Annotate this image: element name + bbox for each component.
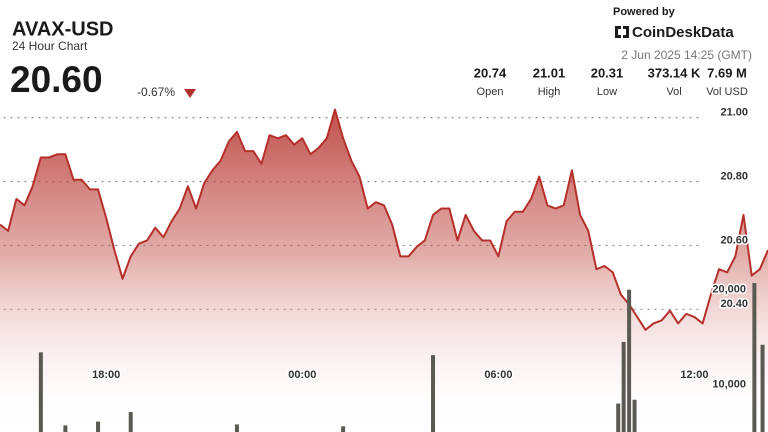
x-tick-label: 00:00 xyxy=(288,369,316,381)
stat-label: Open xyxy=(477,86,504,98)
stat-label: Low xyxy=(597,86,617,98)
stat-value: 7.69 M xyxy=(707,65,747,80)
stat-label: Vol xyxy=(666,86,681,98)
label-layer: 20.40 20.60 20.80 21.00 18:00 00:00 06:00 12:00… xyxy=(91,105,750,392)
x-tick-label: 12:00 xyxy=(680,369,708,381)
volume-bar xyxy=(38,352,43,432)
current-price: 20.60 xyxy=(10,59,103,100)
x-tick-label: 06:00 xyxy=(484,369,512,381)
stat-value: 20.74 xyxy=(474,65,507,80)
volume-bar xyxy=(63,425,68,432)
area-layer xyxy=(0,108,768,432)
volume-bar xyxy=(752,283,757,432)
plot-area: 20.40 20.60 20.80 21.00 18:00 00:00 06:00 12:00… xyxy=(0,105,768,432)
volume-bar xyxy=(632,399,637,432)
price-area xyxy=(0,109,768,432)
down-arrow xyxy=(184,89,196,98)
y-tick-label: 20.40 xyxy=(720,298,748,310)
volume-bar xyxy=(96,421,101,432)
brand-logo xyxy=(615,26,629,38)
stat-value: 373.14 K xyxy=(648,65,701,80)
volume-bar xyxy=(616,403,621,432)
price-change: -0.67% xyxy=(137,85,175,99)
stat-value: 21.01 xyxy=(533,65,566,80)
volume-tick-label: 20,000 xyxy=(712,284,746,296)
timestamp: 2 Jun 2025 14:25 (GMT) xyxy=(621,48,752,62)
header: AVAX-USD 24 Hour Chart 20.60 -0.67% Powe… xyxy=(10,6,752,100)
y-tick-label: 20.60 xyxy=(720,234,748,246)
volume-bar xyxy=(760,344,765,432)
y-tick-label: 20.80 xyxy=(720,171,748,183)
price-line xyxy=(0,108,768,331)
volume-bar xyxy=(234,424,239,432)
subtitle: 24 Hour Chart xyxy=(12,39,88,53)
brand-name: CoinDeskData xyxy=(632,24,734,41)
volume-bar xyxy=(431,355,436,432)
volume-bar xyxy=(341,426,346,432)
x-tick-label: 18:00 xyxy=(92,369,120,381)
volume-bar xyxy=(621,341,626,432)
title: AVAX-USD xyxy=(12,18,113,40)
volume-bar xyxy=(627,289,632,432)
volume-bar xyxy=(128,412,133,432)
stat-value: 20.31 xyxy=(591,65,624,80)
volume-tick-label: 10,000 xyxy=(712,378,746,390)
stat-label: High xyxy=(538,86,561,98)
volume-layer xyxy=(38,283,765,432)
y-tick-label: 21.00 xyxy=(720,107,748,119)
stat-label: Vol USD xyxy=(706,86,748,98)
powered-by: Powered by xyxy=(613,6,676,18)
